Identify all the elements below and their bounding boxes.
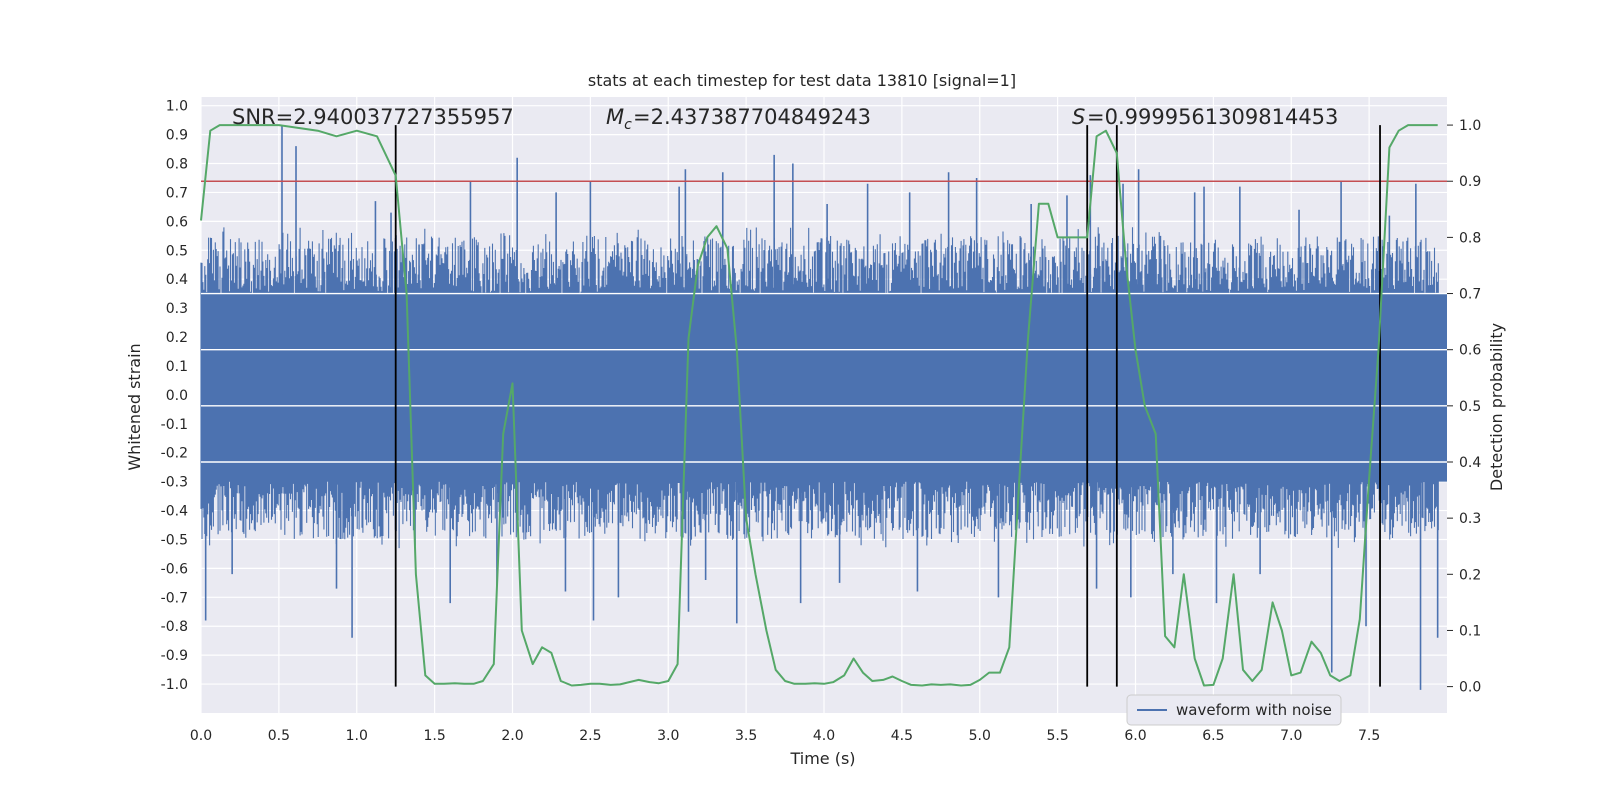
y-tick-label: -0.3: [161, 475, 188, 491]
s-annotation: S =0.9999561309814453: [1072, 105, 1338, 129]
y-tick-label: -0.6: [161, 561, 188, 577]
y2-axis-label: Detection probability: [1487, 323, 1506, 491]
y-tick-label: 0.0: [166, 388, 188, 404]
s-value: =0.9999561309814453: [1087, 105, 1338, 129]
legend-label: waveform with noise: [1176, 701, 1332, 719]
x-tick-label: 3.0: [657, 728, 679, 744]
y-tick-label: 0.4: [166, 272, 188, 288]
x-tick-label: 3.5: [735, 728, 757, 744]
y2-tick-label: 0.0: [1459, 680, 1481, 696]
y-tick-label: -0.4: [161, 504, 188, 520]
mc-value: =2.437387704849243: [633, 105, 871, 129]
y2-tick-label: 0.5: [1459, 399, 1481, 415]
y-tick-label: -1.0: [161, 677, 188, 693]
y2-tick-label: 1.0: [1459, 118, 1481, 134]
legend: waveform with noise: [1126, 694, 1342, 726]
y2-tick-label: 0.7: [1459, 287, 1481, 303]
chart-title: stats at each timestep for test data 138…: [588, 71, 1016, 90]
x-tick-label: 6.5: [1202, 728, 1224, 744]
y2-tick-labels: 1.0 0.9 0.8 0.7 0.6 0.5 0.4 0.3 0.2 0.1 0.0: [1447, 118, 1481, 696]
y-tick-label: 0.2: [166, 330, 188, 346]
y2-tick-label: 0.6: [1459, 343, 1481, 359]
y-tick-label: 0.5: [166, 243, 188, 259]
y2-tick-label: 0.3: [1459, 511, 1481, 527]
y2-tick-label: 0.2: [1459, 567, 1481, 583]
y-tick-label: -0.5: [161, 532, 188, 548]
y-tick-label: -0.1: [161, 417, 188, 433]
vertical-markers: [394, 125, 1381, 687]
snr-annotation: SNR=2.940037727355957: [232, 105, 514, 129]
mc-annotation: Mc =2.437387704849243: [606, 105, 871, 133]
x-tick-label: 2.0: [501, 728, 523, 744]
y-tick-label: 0.7: [166, 185, 188, 201]
probability-line: [200, 124, 1438, 687]
x-tick-label: 0.5: [268, 728, 290, 744]
x-tick-label: 2.5: [579, 728, 601, 744]
x-tick-label: 4.0: [813, 728, 835, 744]
y-tick-labels: 1.0 0.9 0.8 0.7 0.6 0.5 0.4 0.3 0.2 0.1 0.0 -0.1 -0.…: [161, 99, 188, 693]
x-tick-label: 7.5: [1358, 728, 1380, 744]
waveform-noise: [200, 227, 1439, 549]
y2-tick-label: 0.4: [1459, 455, 1481, 471]
y-tick-label: 0.1: [166, 359, 188, 375]
legend-box: [1126, 694, 1342, 726]
waveform-series: [200, 125, 1447, 690]
x-tick-label: 1.0: [346, 728, 368, 744]
x-tick-label: 0.0: [190, 728, 212, 744]
x-tick-label: 7.0: [1280, 728, 1302, 744]
x-tick-label: 4.5: [891, 728, 913, 744]
y-tick-label: 0.6: [166, 214, 188, 230]
s-symbol: S: [1072, 105, 1085, 129]
y-axis-label: Whitened strain: [125, 343, 144, 470]
y-tick-label: -0.2: [161, 446, 188, 462]
y-tick-label: 0.9: [166, 128, 188, 144]
y-tick-label: -0.9: [161, 648, 188, 664]
y2-tick-label: 0.9: [1459, 174, 1481, 190]
y-tick-label: 0.3: [166, 301, 188, 317]
y-tick-label: 1.0: [166, 99, 188, 115]
y-tick-label: -0.7: [161, 590, 188, 606]
y2-tick-label: 0.8: [1459, 230, 1481, 246]
x-tick-label: 5.0: [969, 728, 991, 744]
x-tick-label: 5.5: [1046, 728, 1068, 744]
x-tick-labels: 0.0 0.5 1.0 1.5 2.0 2.5 3.0 3.5 4.0 4.5 5.0 5.5 6.0 6…: [190, 728, 1380, 744]
y-tick-label: 0.8: [166, 157, 188, 173]
x-tick-label: 6.0: [1124, 728, 1146, 744]
y2-gridlines: [201, 292, 1447, 463]
y2-tick-label: 0.1: [1459, 623, 1481, 639]
x-tick-label: 1.5: [423, 728, 445, 744]
x-axis-label: Time (s): [789, 749, 855, 768]
y-tick-label: -0.8: [161, 619, 188, 635]
